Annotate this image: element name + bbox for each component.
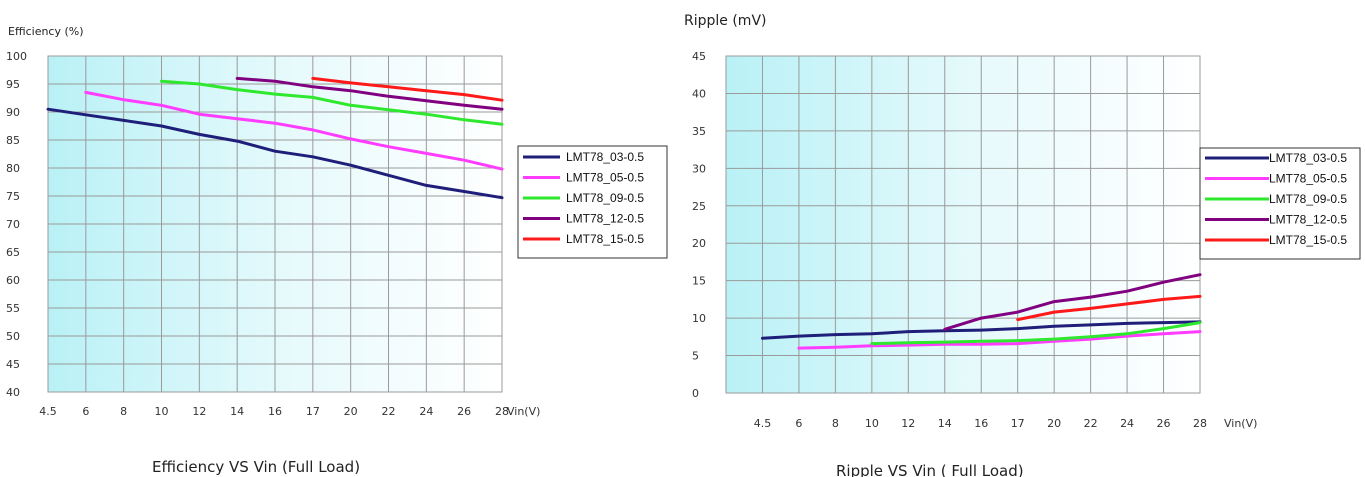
y-tick-label: 60 [6,274,20,287]
series-line-lmt78-09-0-5 [160,79,504,126]
x-tick-label: 26 [457,405,471,418]
legend-label: LMT78_15-0.5 [566,232,644,246]
ripple-y-axis-label: Ripple (mV) [684,13,766,29]
efficiency-chart: Efficiency (%) 100 95 90 85 80 75 70 65 60 55 50 45… [6,25,668,476]
ripple-legend: LMT78_03-0.5 LMT78_05-0.5 LMT78_09-0.5 LMT7… [1199,147,1361,260]
efficiency-x-axis-label: Vin(V) [507,405,540,418]
y-tick-label: 70 [6,218,20,231]
x-tick-label: 22 [382,405,396,418]
series-line-lmt78-03-0-5 [46,107,504,200]
y-tick-label: 75 [6,190,20,203]
x-tick-label: 14 [230,405,244,418]
x-tick-label: 12 [901,417,915,430]
x-tick-label: 16 [974,417,988,430]
x-tick-label: 12 [192,405,206,418]
x-tick-label: 20 [1047,417,1061,430]
y-tick-label: 25 [692,200,706,213]
x-tick-label: 8 [120,405,127,418]
x-tick-label: 17 [1011,417,1025,430]
x-tick-label: 4.5 [754,417,772,430]
x-tick-label: 6 [82,405,89,418]
x-tick-label: 24 [1120,417,1134,430]
y-tick-label: 10 [692,312,706,325]
x-tick-label: 26 [1157,417,1171,430]
x-tick-label: 24 [419,405,433,418]
x-tick-label: 16 [268,405,282,418]
legend-label: LMT78_03-0.5 [1269,151,1347,165]
legend-label: LMT78_12-0.5 [566,212,644,226]
y-tick-label: 85 [6,134,20,147]
legend-label: LMT78_05-0.5 [1269,172,1347,186]
ripple-series [761,273,1202,350]
y-tick-label: 30 [692,162,706,175]
y-tick-label: 35 [692,125,706,138]
series-line-lmt78-05-0-5 [797,330,1202,350]
y-tick-label: 80 [6,162,20,175]
x-tick-label: 10 [865,417,879,430]
efficiency-caption: Efficiency VS Vin (Full Load) [152,458,360,476]
legend-label: LMT78_09-0.5 [1269,192,1347,206]
y-tick-label: 0 [692,387,699,400]
ripple-x-axis-label: Vin(V) [1224,417,1257,430]
y-tick-label: 40 [6,386,20,399]
efficiency-grid [47,55,503,393]
series-line-lmt78-09-0-5 [870,321,1202,346]
x-tick-label: 22 [1084,417,1098,430]
series-line-lmt78-03-0-5 [761,320,1202,340]
legend-label: LMT78_09-0.5 [566,191,644,205]
series-line-lmt78-12-0-5 [235,76,504,111]
efficiency-y-ticks: 100 95 90 85 80 75 70 65 60 55 50 45 40 [6,50,27,399]
y-tick-label: 100 [6,50,27,63]
x-tick-label: 14 [938,417,952,430]
ripple-chart: Ripple (mV) 45 40 35 30 25 20 15 10 5 0 4.5 6 8 10 12… [684,13,1361,477]
x-tick-label: 28 [1193,417,1207,430]
legend-label: LMT78_05-0.5 [566,171,644,185]
y-tick-label: 65 [6,246,20,259]
y-tick-label: 20 [692,237,706,250]
legend-label: LMT78_03-0.5 [566,150,644,164]
series-line-lmt78-15-0-5 [311,76,504,102]
x-tick-label: 10 [155,405,169,418]
y-tick-label: 90 [6,106,20,119]
series-line-lmt78-15-0-5 [1016,294,1202,322]
y-tick-label: 50 [6,330,20,343]
x-tick-label: 20 [344,405,358,418]
x-tick-label: 17 [306,405,320,418]
ripple-x-ticks: 4.5 6 8 10 12 14 16 17 20 22 24 26 28 [754,417,1207,430]
x-tick-label: 6 [795,417,802,430]
series-line-lmt78-05-0-5 [84,90,504,171]
x-tick-label: 28 [495,405,509,418]
legend-label: LMT78_15-0.5 [1269,233,1347,247]
x-tick-label: 8 [832,417,839,430]
legend-label: LMT78_12-0.5 [1269,213,1347,227]
x-tick-label: 4.5 [39,405,57,418]
y-tick-label: 55 [6,302,20,315]
y-tick-label: 5 [692,350,699,363]
series-line-lmt78-12-0-5 [943,273,1202,331]
efficiency-y-axis-label: Efficiency (%) [8,25,84,38]
y-tick-label: 15 [692,275,706,288]
efficiency-legend: LMT78_03-0.5 LMT78_05-0.5 LMT78_09-0.5 LMT7… [517,145,668,259]
ripple-caption: Ripple VS Vin ( Full Load) [836,462,1024,477]
y-tick-label: 45 [692,50,706,63]
y-tick-label: 95 [6,78,20,91]
y-tick-label: 40 [692,87,706,100]
y-tick-label: 45 [6,358,20,371]
efficiency-x-ticks: 4.5 6 8 10 12 14 16 17 20 22 24 26 28 [39,405,509,418]
efficiency-series [46,76,504,200]
ripple-y-ticks: 45 40 35 30 25 20 15 10 5 0 [692,50,706,400]
